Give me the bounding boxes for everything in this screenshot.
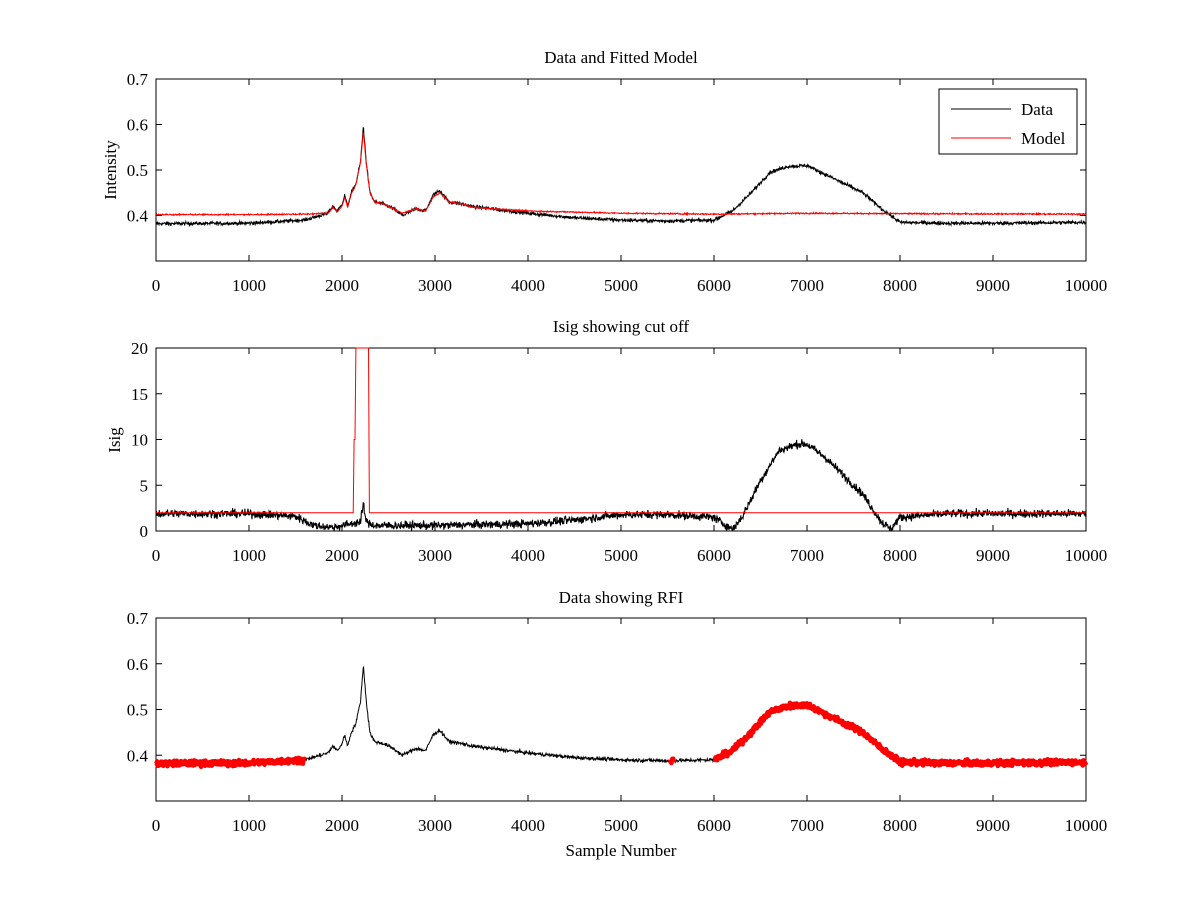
x-tick-label: 7000 (790, 276, 824, 295)
panel-rfi: 0 1000 2000 3000 4000 5000 6000 7000 8000 9000 100… (127, 588, 1108, 860)
plot-area (155, 78, 1087, 262)
chart-title: Data and Fitted Model (544, 48, 698, 67)
series-line-data (155, 126, 1087, 228)
y-tick-label: 10 (131, 431, 148, 450)
x-axis-label: Sample Number (566, 841, 677, 860)
legend: Data Model (938, 88, 1078, 155)
y-tick-label: 0.6 (127, 655, 148, 674)
y-tick-label: 15 (131, 385, 148, 404)
y-tick-label: 0.7 (127, 609, 149, 628)
y-tick-label: 0.7 (127, 70, 149, 89)
series-layer (155, 347, 1087, 532)
y-axis-label: Intensity (101, 140, 120, 200)
x-tick-label: 7000 (790, 546, 824, 565)
chart-title: Data showing RFI (559, 588, 684, 607)
chart-title: Isig showing cut off (553, 317, 689, 336)
x-tick-label: 10000 (1065, 276, 1108, 295)
panel-isig: 0 1000 2000 3000 4000 5000 6000 7000 8000 9000 100… (105, 317, 1107, 565)
y-tick-label: 20 (131, 339, 148, 358)
y-tick-label: 0.4 (127, 746, 149, 765)
series-line-isig (155, 439, 1087, 532)
x-tick-label: 0 (152, 276, 161, 295)
series-line-rfi (154, 700, 1089, 770)
y-tick-label: 0.6 (127, 116, 148, 135)
series-layer (154, 665, 1089, 770)
plot-area (155, 617, 1087, 802)
x-tick-label: 0 (152, 546, 161, 565)
legend-label-model: Model (1021, 129, 1066, 148)
series-line-model (155, 131, 1087, 217)
x-tick-label: 2000 (325, 276, 359, 295)
x-tick-label: 10000 (1065, 546, 1108, 565)
x-tick-label: 4000 (511, 546, 545, 565)
x-tick-label: 3000 (418, 276, 452, 295)
x-tick-label: 9000 (976, 546, 1010, 565)
y-tick-label: 0 (140, 522, 149, 541)
x-tick-label: 1000 (232, 276, 266, 295)
x-tick-label: 9000 (976, 816, 1010, 835)
x-tick-label: 9000 (976, 276, 1010, 295)
x-tick-label: 10000 (1065, 816, 1108, 835)
y-tick-label: 0.5 (127, 161, 148, 180)
x-tick-label: 8000 (883, 546, 917, 565)
x-tick-label: 4000 (511, 816, 545, 835)
x-tick-label: 0 (152, 816, 161, 835)
legend-box (938, 88, 1078, 155)
legend-label-data: Data (1021, 100, 1054, 119)
x-tick-label: 8000 (883, 276, 917, 295)
plot-area (155, 347, 1087, 532)
x-tick-label: 6000 (697, 816, 731, 835)
tick-layer: 0 1000 2000 3000 4000 5000 6000 7000 8000 9000 100… (127, 609, 1108, 835)
y-tick-label: 0.5 (127, 701, 148, 720)
x-tick-label: 6000 (697, 276, 731, 295)
tick-layer: 0 1000 2000 3000 4000 5000 6000 7000 8000 9000 100… (127, 70, 1108, 295)
x-tick-label: 4000 (511, 276, 545, 295)
x-tick-label: 2000 (325, 546, 359, 565)
series-layer (155, 126, 1087, 228)
x-tick-label: 3000 (418, 546, 452, 565)
x-tick-label: 5000 (604, 546, 638, 565)
x-tick-label: 5000 (604, 816, 638, 835)
x-tick-label: 5000 (604, 276, 638, 295)
tick-layer: 0 1000 2000 3000 4000 5000 6000 7000 8000 9000 100… (131, 339, 1107, 565)
x-tick-label: 6000 (697, 546, 731, 565)
x-tick-label: 7000 (790, 816, 824, 835)
series-line-cut-off (156, 347, 1086, 514)
x-tick-label: 1000 (232, 546, 266, 565)
x-tick-label: 8000 (883, 816, 917, 835)
x-tick-label: 2000 (325, 816, 359, 835)
y-axis-label: Isig (105, 427, 124, 453)
y-tick-label: 5 (140, 476, 149, 495)
x-tick-label: 3000 (418, 816, 452, 835)
x-tick-label: 1000 (232, 816, 266, 835)
y-tick-label: 0.4 (127, 207, 149, 226)
panel-intensity: 0 1000 2000 3000 4000 5000 6000 7000 8000 9000 100… (101, 48, 1107, 295)
